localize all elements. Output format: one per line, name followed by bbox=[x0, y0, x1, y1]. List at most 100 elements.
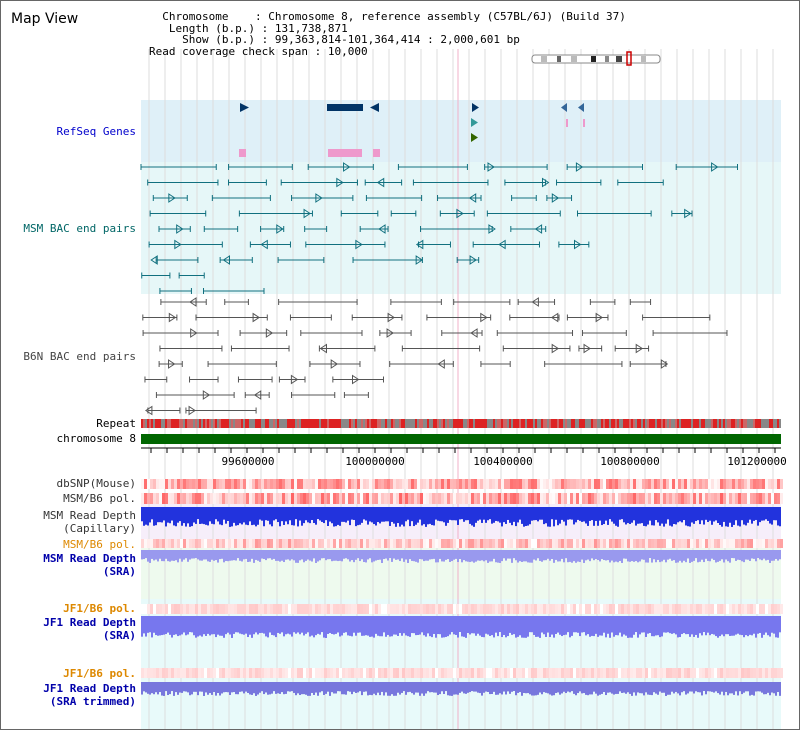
jf1-depth-sra-bar bbox=[393, 616, 395, 635]
repeat-element bbox=[207, 419, 209, 428]
track-label-b6n-bac[interactable]: B6N BAC end pairs bbox=[23, 350, 136, 363]
msm-depth-cap-bar bbox=[511, 507, 513, 526]
msm-b6-pol-cell bbox=[393, 493, 396, 504]
jf1-depth-trim-bar bbox=[399, 682, 401, 695]
repeat-element bbox=[141, 419, 143, 428]
msm-b6-pol-cell bbox=[369, 493, 372, 504]
msm-b6-pol-2-cell bbox=[273, 539, 276, 548]
track-label-chromosome[interactable]: chromosome 8 bbox=[56, 432, 136, 445]
track-label-jf1-b6-pol-2[interactable]: JF1/B6 pol. bbox=[63, 667, 136, 680]
dbsnp-cell bbox=[306, 479, 309, 489]
msm-depth-cap-bar bbox=[715, 507, 717, 521]
msm-depth-sra-bar bbox=[579, 550, 581, 563]
jf1-depth-trim-bar bbox=[277, 682, 279, 694]
repeat-element bbox=[445, 419, 447, 428]
dbsnp-cell bbox=[618, 479, 621, 489]
msm-depth-sra-bar bbox=[739, 550, 741, 561]
jf1-b6-pol-2-cell bbox=[297, 668, 300, 678]
track-label-msm-b6-pol-2[interactable]: MSM/B6 pol. bbox=[63, 538, 136, 551]
msm-depth-sra-bar bbox=[721, 550, 723, 560]
jf1-depth-trim-bar bbox=[655, 682, 657, 694]
msm-depth-cap-bar bbox=[423, 507, 425, 525]
repeat-element bbox=[143, 419, 145, 428]
jf1-depth-sra-bar bbox=[141, 616, 143, 637]
repeat-element bbox=[759, 419, 761, 428]
repeat-element bbox=[147, 419, 149, 428]
msm-b6-pol-2-cell bbox=[201, 539, 204, 548]
msm-depth-cap-bar bbox=[667, 507, 669, 520]
dbsnp-cell bbox=[486, 479, 489, 489]
jf1-depth-sra-bar bbox=[233, 616, 235, 634]
msm-depth-sra-bar bbox=[341, 550, 343, 562]
jf1-depth-trim-bar bbox=[369, 682, 371, 695]
repeat-element bbox=[233, 419, 235, 428]
track-label-jf1-b6-pol[interactable]: JF1/B6 pol. bbox=[63, 602, 136, 615]
track-label-msm-depth-sra[interactable]: MSM Read Depth bbox=[43, 552, 136, 565]
msm-b6-pol-2-cell bbox=[174, 539, 177, 548]
track-label-repeat[interactable]: Repeat bbox=[96, 417, 136, 430]
msm-depth-cap-bar bbox=[773, 507, 775, 521]
msm-b6-pol-cell bbox=[543, 493, 546, 504]
msm-depth-sra-bar bbox=[631, 550, 633, 562]
msm-depth-sra-bar bbox=[207, 550, 209, 562]
refseq-gene-arrow bbox=[370, 103, 379, 112]
track-label-msm-bac[interactable]: MSM BAC end pairs bbox=[23, 222, 136, 235]
msm-depth-sra-bar bbox=[255, 550, 257, 560]
msm-b6-pol-cell bbox=[252, 493, 255, 504]
track-label-jf1-depth-trim[interactable]: JF1 Read Depth bbox=[43, 682, 136, 695]
jf1-depth-sra-bar bbox=[335, 616, 337, 634]
msm-b6-pol-cell bbox=[429, 493, 432, 504]
jf1-depth-sra-bar bbox=[669, 616, 671, 634]
repeat-element bbox=[287, 419, 289, 428]
msm-depth-cap-bar bbox=[641, 507, 643, 524]
msm-b6-pol-2-cell bbox=[621, 539, 624, 548]
jf1-depth-trim-bar bbox=[359, 682, 361, 692]
jf1-b6-pol-2-cell bbox=[648, 668, 651, 678]
jf1-depth-sra-bar bbox=[143, 616, 145, 634]
track-label-dbsnp[interactable]: dbSNP(Mouse) bbox=[56, 477, 136, 490]
msm-depth-cap-bar bbox=[395, 507, 397, 527]
dbsnp-cell bbox=[594, 479, 597, 489]
jf1-depth-sra-bar bbox=[277, 616, 279, 633]
jf1-b6-pol-2-cell bbox=[324, 668, 327, 678]
repeat-element bbox=[331, 419, 333, 428]
msm-b6-pol-cell bbox=[714, 493, 717, 504]
msm-depth-sra-bar bbox=[643, 550, 645, 560]
jf1-b6-pol-2-cell bbox=[405, 668, 408, 678]
repeat-element bbox=[585, 419, 587, 428]
msm-b6-pol-2-cell bbox=[192, 539, 195, 548]
msm-b6-pol-cell bbox=[375, 493, 378, 504]
msm-depth-cap-bar bbox=[567, 507, 569, 520]
msm-depth-cap-bar bbox=[215, 507, 217, 520]
jf1-depth-trim-bar bbox=[279, 682, 281, 694]
msm-depth-sra-bar bbox=[339, 550, 341, 561]
jf1-b6-pol-cell bbox=[195, 604, 198, 614]
repeat-element bbox=[467, 419, 469, 428]
msm-depth-sra-bar bbox=[685, 550, 687, 563]
track-label-jf1-depth-sra[interactable]: JF1 Read Depth bbox=[43, 616, 136, 629]
track-label-refseq[interactable]: RefSeq Genes bbox=[56, 125, 136, 138]
msm-b6-pol-2-cell bbox=[405, 539, 408, 548]
jf1-depth-trim-bar bbox=[371, 682, 373, 696]
jf1-depth-trim-bar bbox=[213, 682, 215, 693]
jf1-depth-sra-bar bbox=[155, 616, 157, 636]
jf1-b6-pol-2-cell bbox=[534, 668, 537, 678]
repeat-element bbox=[577, 419, 579, 428]
msm-depth-cap-bar bbox=[183, 507, 185, 524]
jf1-depth-sra-bar bbox=[639, 616, 641, 635]
jf1-depth-trim-bar bbox=[671, 682, 673, 692]
track-label-msm-depth-cap[interactable]: MSM Read Depth bbox=[43, 509, 136, 522]
jf1-b6-pol-2-cell bbox=[645, 668, 648, 678]
msm-depth-sra-bar bbox=[177, 550, 179, 563]
msm-b6-pol-cell bbox=[756, 493, 759, 504]
msm-depth-sra-bar bbox=[333, 550, 335, 561]
jf1-b6-pol-2-cell bbox=[687, 668, 690, 678]
track-label-msm-b6-pol[interactable]: MSM/B6 pol. bbox=[63, 492, 136, 505]
msm-depth-cap-bar bbox=[411, 507, 413, 522]
msm-b6-pol-2-cell bbox=[750, 539, 753, 548]
dbsnp-cell bbox=[735, 479, 738, 489]
msm-depth-cap-bar bbox=[225, 507, 227, 524]
msm-depth-sra-bar bbox=[709, 550, 711, 562]
repeat-element bbox=[557, 419, 559, 428]
